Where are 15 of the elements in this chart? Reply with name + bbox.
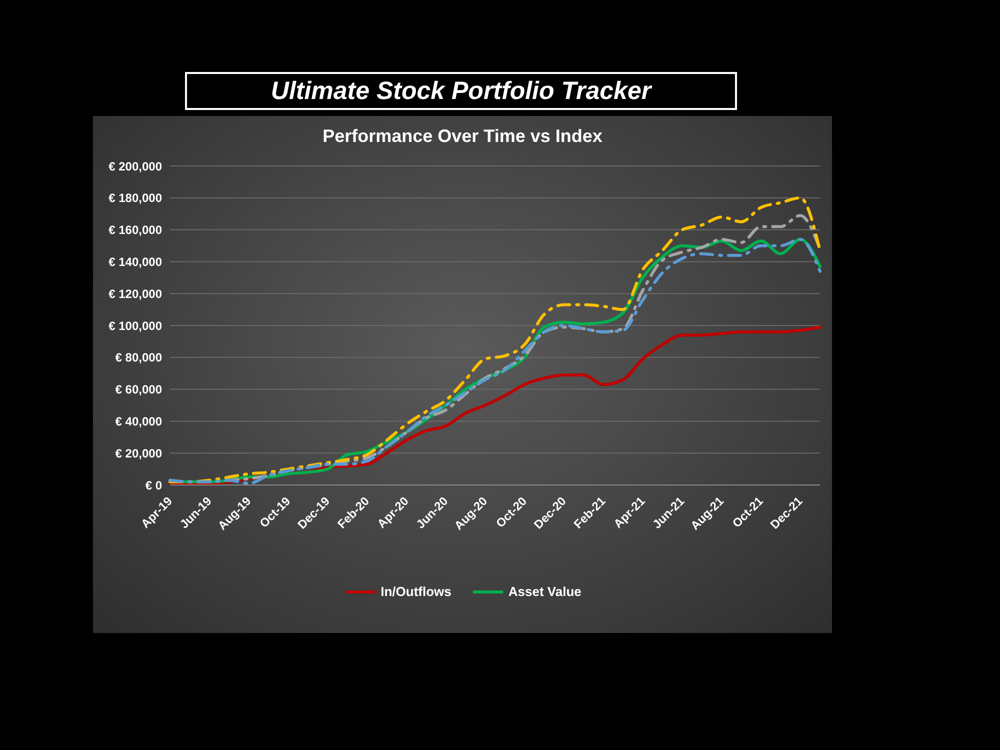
y-tick-label: € 180,000 [108,191,162,206]
y-tick-label: € 80,000 [115,350,162,365]
y-tick-label: € 200,000 [108,159,162,174]
y-tick-label: € 40,000 [115,414,162,428]
y-tick-label: € 60,000 [115,382,162,397]
y-tick-label: € 100,000 [108,318,162,333]
legend-label: Asset Value [508,584,582,599]
y-tick-label: € 140,000 [108,254,162,269]
legend-label: In/Outflows [380,584,452,599]
y-tick-label: € 120,000 [108,286,162,301]
chart-subtitle: Performance Over Time vs Index [322,126,604,147]
y-tick-label: € 160,000 [108,223,162,238]
y-tick-label: € 20,000 [115,446,162,460]
chart-title: Ultimate Stock Portfolio Tracker [185,72,737,110]
y-tick-label: € 0 [145,478,162,492]
